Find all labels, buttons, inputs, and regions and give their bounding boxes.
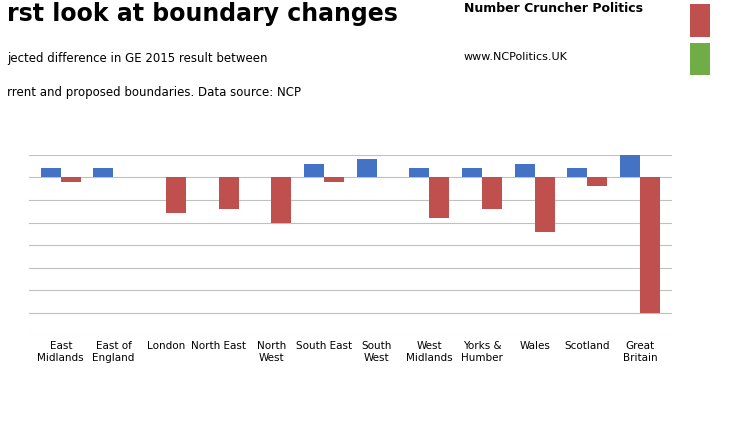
Bar bbox=[429, 177, 450, 218]
Text: www.NCPolitics.UK: www.NCPolitics.UK bbox=[464, 52, 567, 61]
Bar bbox=[219, 177, 239, 209]
Bar bbox=[357, 160, 377, 177]
Text: Number Cruncher Politics: Number Cruncher Politics bbox=[464, 2, 642, 15]
Bar bbox=[61, 177, 81, 182]
Bar bbox=[462, 169, 482, 177]
Bar bbox=[410, 169, 429, 177]
Bar bbox=[41, 169, 61, 177]
Text: rrent and proposed boundaries. Data source: NCP: rrent and proposed boundaries. Data sour… bbox=[7, 86, 301, 99]
Bar bbox=[588, 177, 607, 187]
Bar bbox=[166, 177, 186, 214]
Bar bbox=[567, 169, 588, 177]
Bar bbox=[534, 177, 555, 231]
Text: rst look at boundary changes: rst look at boundary changes bbox=[7, 2, 398, 26]
Bar bbox=[482, 177, 502, 209]
Bar bbox=[620, 141, 640, 177]
Bar bbox=[272, 177, 291, 223]
Text: jected difference in GE 2015 result between: jected difference in GE 2015 result betw… bbox=[7, 52, 268, 64]
Bar bbox=[304, 164, 324, 177]
Bar bbox=[515, 164, 534, 177]
Bar bbox=[640, 177, 660, 313]
Bar bbox=[93, 169, 113, 177]
Bar bbox=[324, 177, 344, 182]
